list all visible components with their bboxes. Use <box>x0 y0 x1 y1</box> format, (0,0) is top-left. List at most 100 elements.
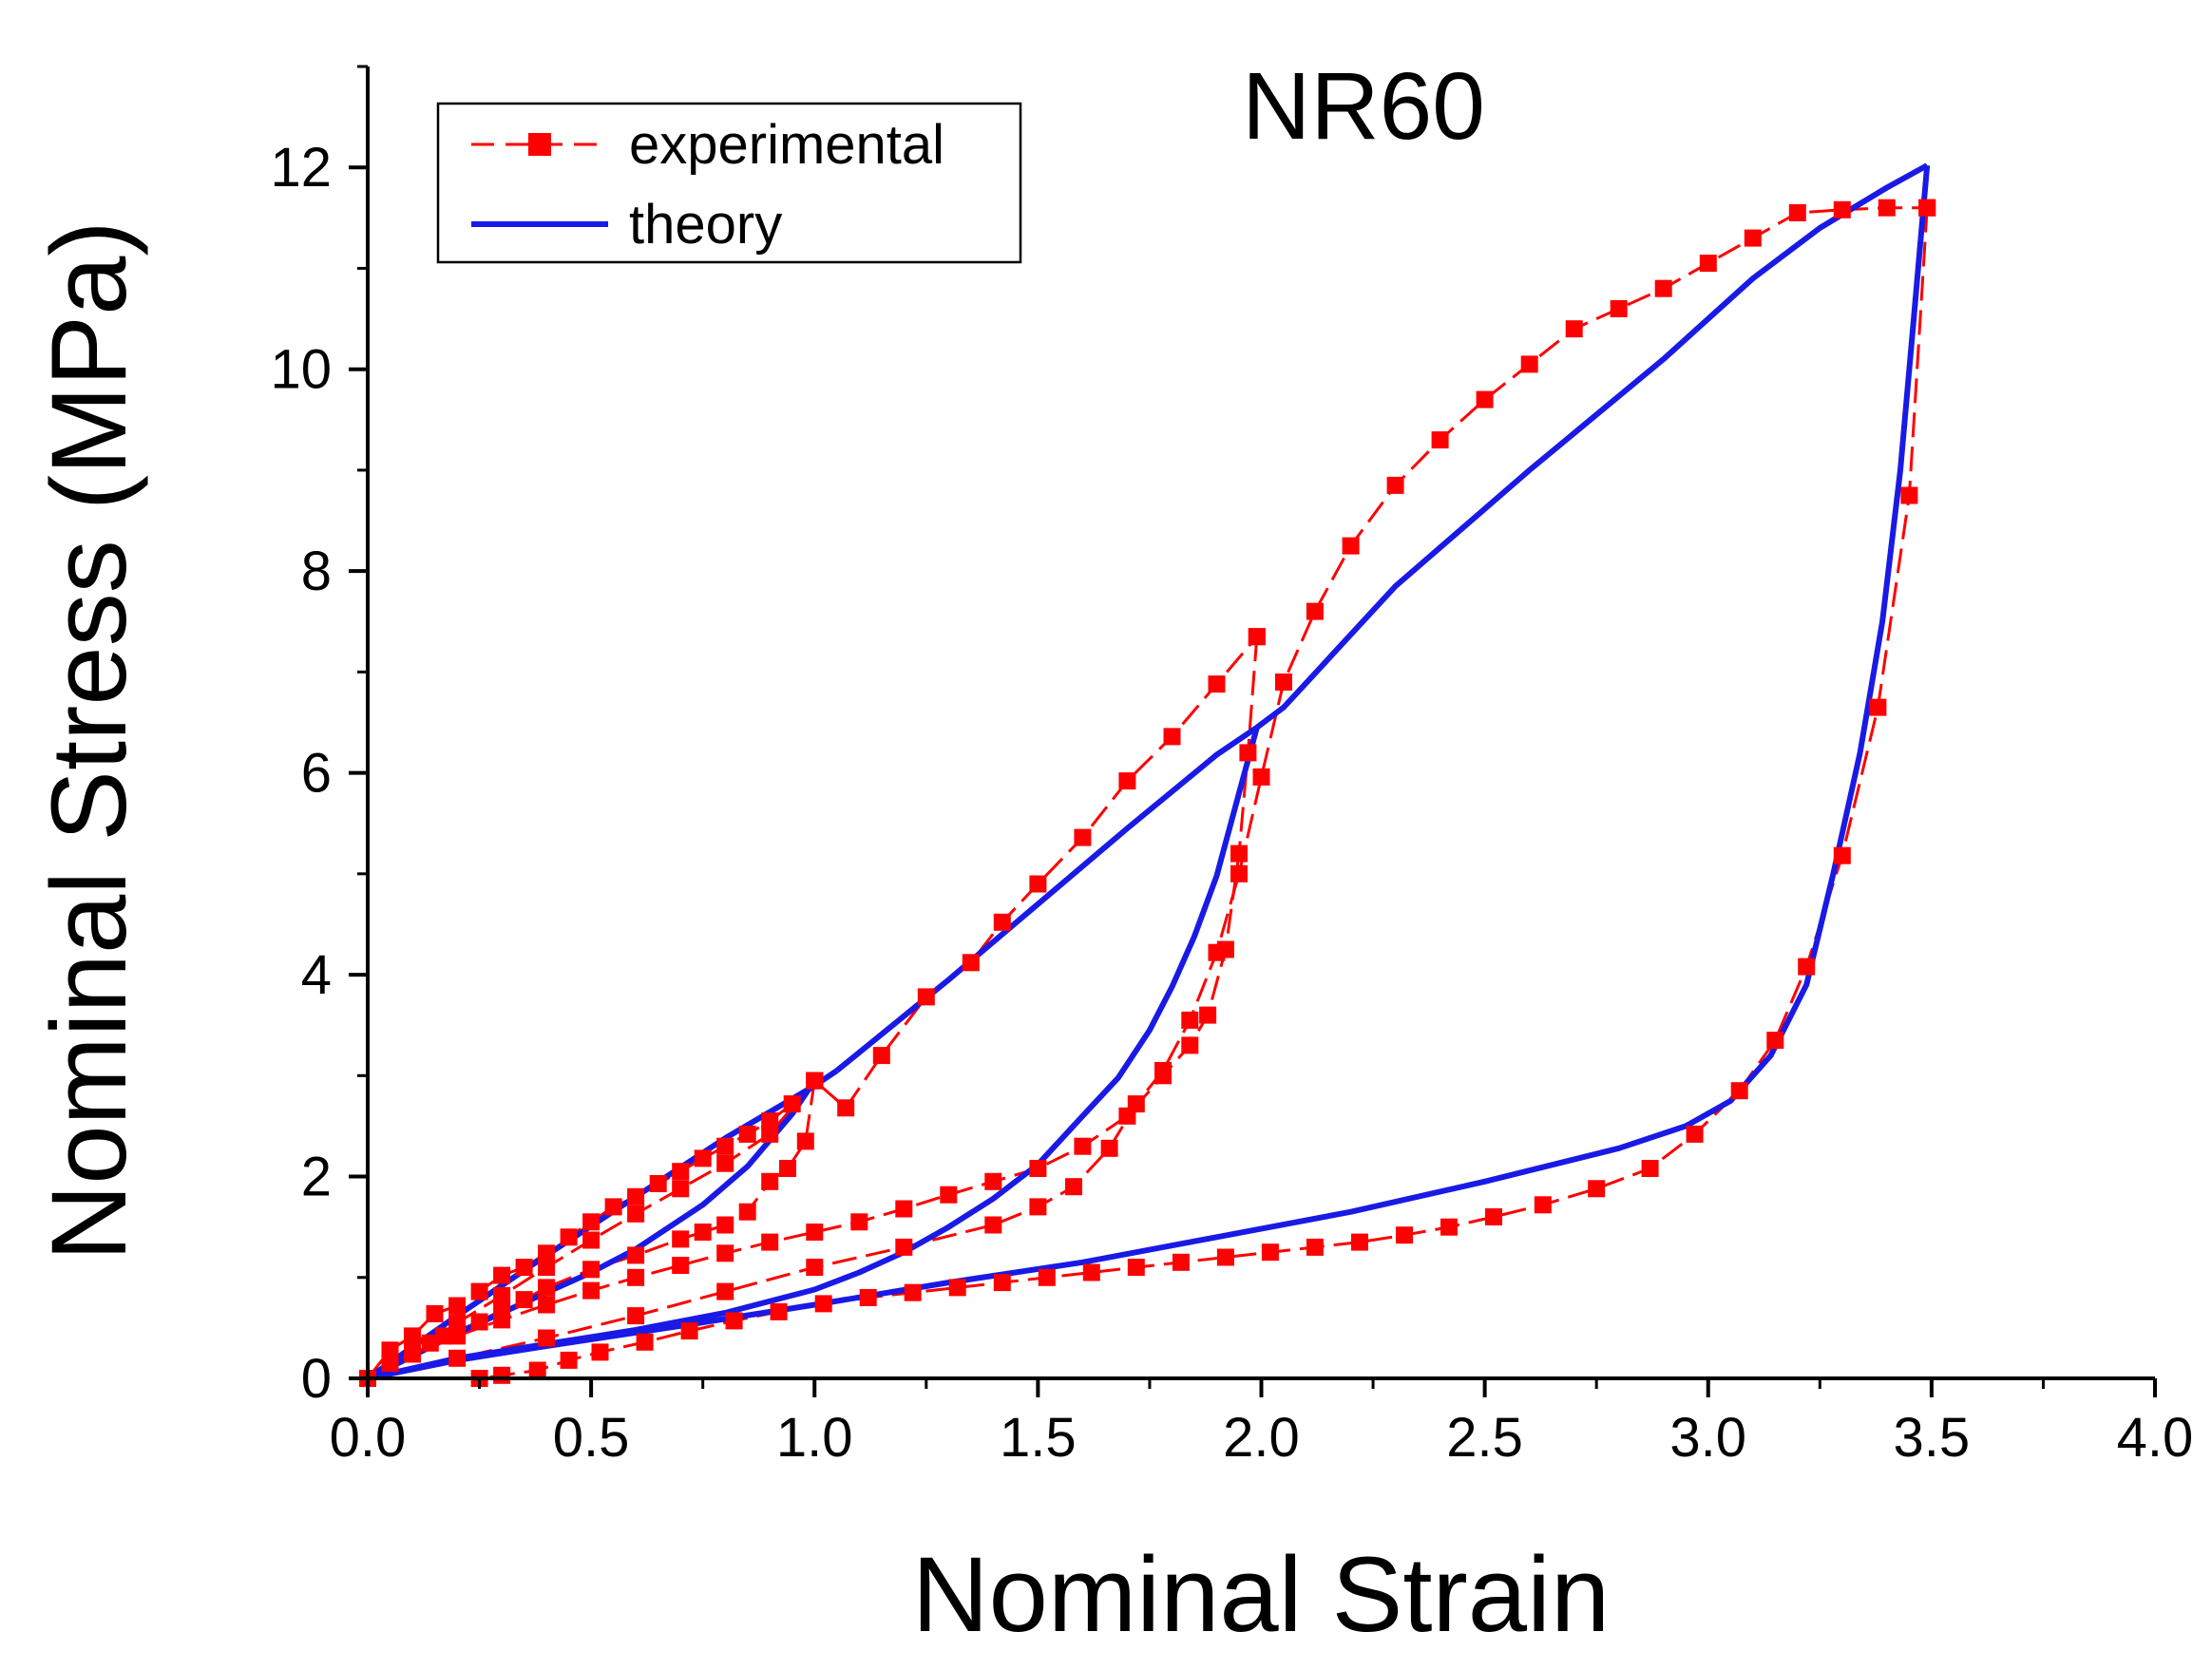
experimental-point <box>582 1261 601 1279</box>
experimental-point <box>493 1266 511 1284</box>
experimental-point <box>1261 1243 1279 1262</box>
experimental-point <box>1038 1268 1056 1286</box>
experimental-point <box>421 1334 439 1352</box>
experimental-point <box>1833 200 1851 218</box>
experimental-point <box>1239 744 1257 762</box>
experimental-curve <box>367 636 1258 1380</box>
experimental-point <box>895 1238 913 1256</box>
experimental-point <box>604 1198 622 1216</box>
experimental-point <box>1431 431 1449 449</box>
experimental-point <box>1306 602 1324 620</box>
experimental-point <box>806 1224 824 1241</box>
experimental-point <box>582 1281 601 1300</box>
experimental-point <box>694 1149 712 1167</box>
experimental-point <box>528 1361 546 1379</box>
y-tick-label: 2 <box>301 1147 332 1208</box>
experimental-point <box>1588 1180 1606 1198</box>
experimental-point <box>1440 1218 1458 1236</box>
experimental-point <box>1520 355 1538 373</box>
experimental-point <box>538 1259 556 1277</box>
experimental-point <box>515 1259 533 1277</box>
experimental-point <box>627 1205 645 1223</box>
experimental-point <box>1181 1036 1199 1054</box>
experimental-point <box>1306 1238 1324 1256</box>
experimental-point <box>1386 476 1404 494</box>
experimental-point <box>448 1297 467 1315</box>
experimental-point <box>1127 1095 1145 1113</box>
experimental-point <box>725 1312 743 1330</box>
experimental-point <box>1163 728 1181 746</box>
y-tick-label: 6 <box>301 743 332 805</box>
experimental-point <box>850 1213 868 1231</box>
legend-box <box>436 102 1022 264</box>
legend-experimental-marker <box>528 133 551 156</box>
y-tick-label: 8 <box>301 541 332 602</box>
experimental-point <box>470 1282 488 1300</box>
experimental-point <box>591 1343 609 1361</box>
experimental-point <box>1654 279 1672 297</box>
experimental-point <box>1230 844 1248 863</box>
experimental-point <box>1798 958 1816 976</box>
experimental-point <box>917 988 935 1006</box>
x-tick-label: 0.5 <box>553 1407 630 1469</box>
experimental-point <box>1918 199 1936 217</box>
y-tick-label: 4 <box>301 944 332 1006</box>
experimental-point <box>560 1351 578 1369</box>
y-tick-label: 12 <box>270 137 332 199</box>
experimental-point <box>448 1327 467 1345</box>
experimental-point <box>962 954 980 972</box>
experimental-point <box>381 1341 399 1359</box>
experimental-point <box>1172 1253 1190 1271</box>
x-tick-label: 4.0 <box>2117 1407 2194 1469</box>
x-ticks: 0.0 0.5 1.0 1.5 2.0 2.5 3.0 3.5 4.0 <box>330 1378 2194 1469</box>
experimental-point <box>1744 229 1762 247</box>
experimental-point <box>493 1286 511 1304</box>
experimental-point <box>1118 772 1136 790</box>
experimental-point <box>672 1163 690 1181</box>
experimental-point <box>1833 846 1851 864</box>
experimental-point <box>993 913 1011 931</box>
experimental-point <box>738 1125 756 1143</box>
experimental-point <box>738 1203 756 1221</box>
experimental-point <box>761 1112 779 1130</box>
experimental-point <box>1100 1139 1118 1157</box>
experimental-point <box>872 1047 890 1065</box>
experimental-point <box>984 1216 1002 1234</box>
experimental-point <box>716 1216 734 1234</box>
experimental-point <box>434 1327 452 1345</box>
experimental-point <box>649 1175 667 1192</box>
experimental-point <box>993 1274 1011 1292</box>
experimental-point <box>694 1224 712 1241</box>
plot-lines <box>366 162 1931 1381</box>
experimental-point <box>948 1279 966 1297</box>
experimental-point <box>1351 1233 1368 1251</box>
experimental-point <box>1252 768 1270 786</box>
x-tick-label: 3.0 <box>1669 1407 1746 1469</box>
experimental-point <box>1216 1248 1234 1266</box>
experimental-point <box>837 1099 855 1117</box>
experimental-point <box>1248 628 1266 646</box>
experimental-point <box>761 1172 779 1190</box>
experimental-point <box>1878 199 1896 217</box>
experimental-point <box>560 1228 578 1246</box>
experimental-point <box>627 1187 645 1205</box>
y-tick-label: 10 <box>270 339 332 401</box>
x-axis-title: Nominal Strain <box>912 1535 1611 1654</box>
experimental-point <box>796 1132 814 1150</box>
experimental-point <box>493 1366 511 1384</box>
experimental-point <box>1275 674 1292 691</box>
experimental-point <box>1208 943 1226 961</box>
experimental-point <box>1342 537 1360 555</box>
x-tick-label: 3.5 <box>1894 1407 1971 1469</box>
experimental-point <box>1181 1011 1199 1029</box>
experimental-point <box>636 1333 654 1351</box>
experimental-point <box>493 1311 511 1329</box>
experimental-point <box>1476 390 1494 408</box>
experimental-point <box>716 1154 734 1172</box>
experimental-point <box>448 1314 467 1332</box>
experimental-point <box>1074 1137 1092 1155</box>
experimental-point <box>627 1268 645 1286</box>
chart-title: NR60 <box>1242 53 1485 160</box>
experimental-point <box>538 1296 556 1314</box>
